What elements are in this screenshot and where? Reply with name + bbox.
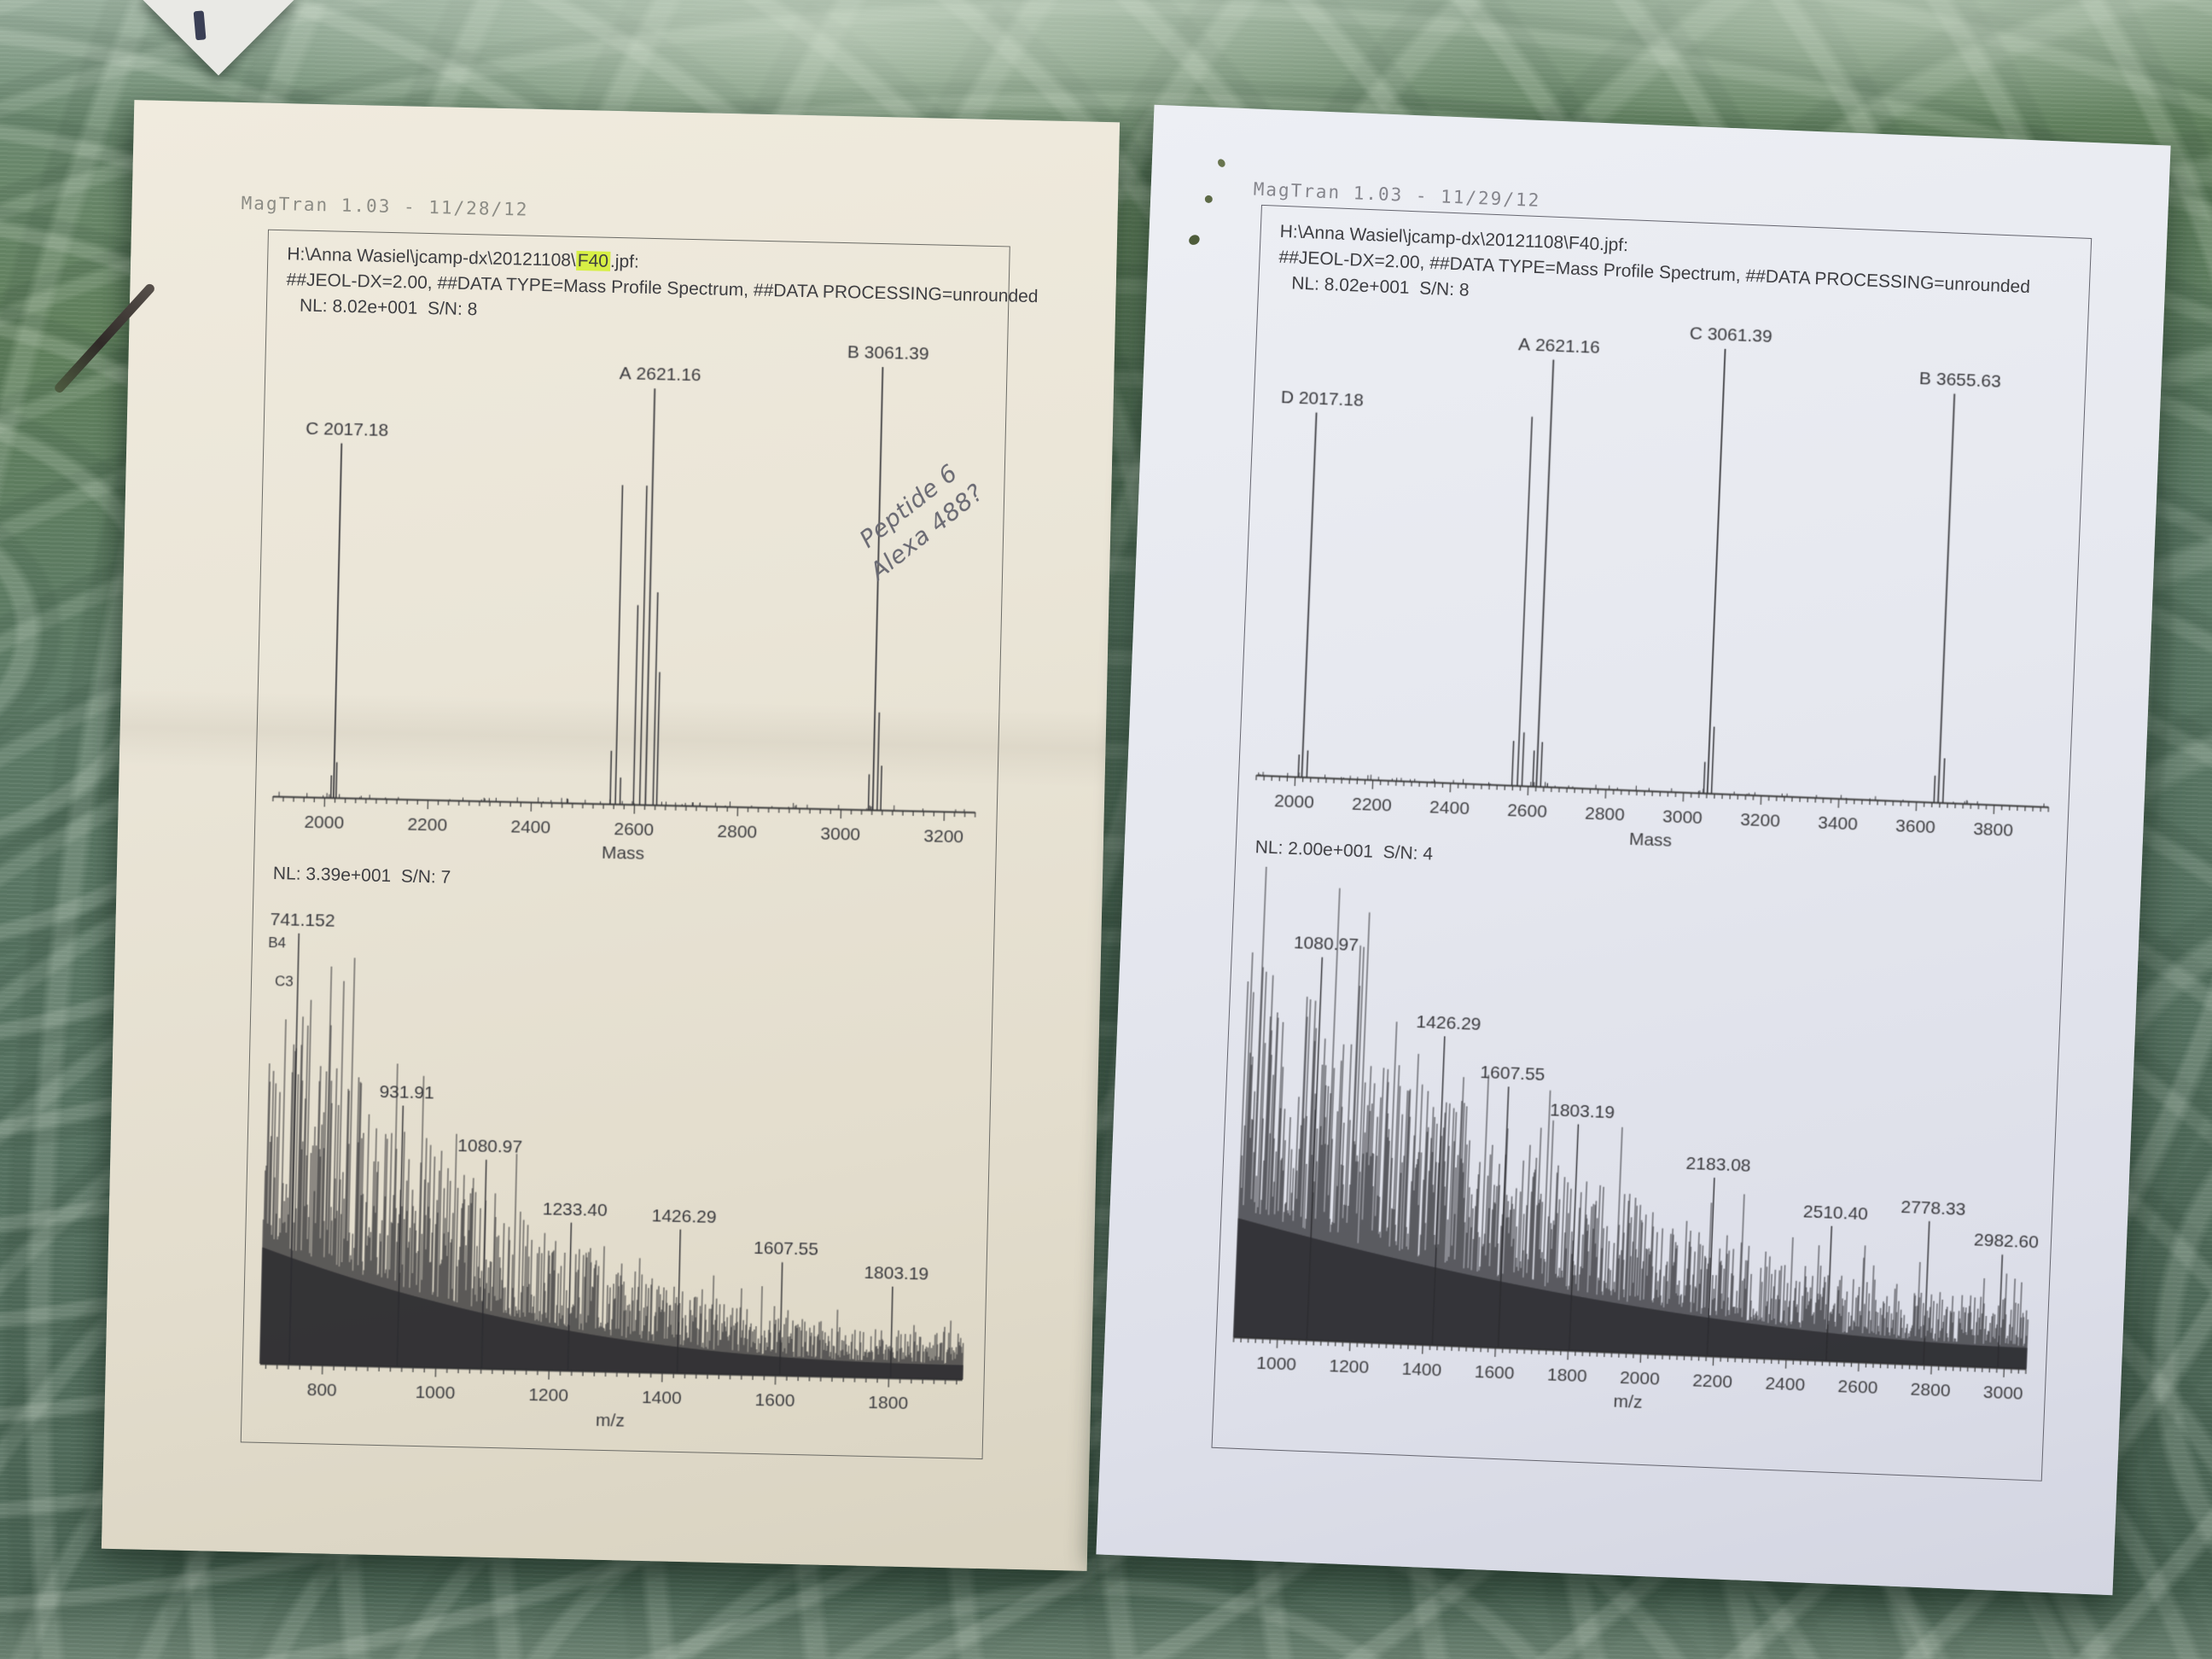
stray-paper-mark (193, 10, 207, 41)
left-bottom-mz-spectrum (246, 892, 986, 1455)
left-file-path: H:\Anna Wasiel\jcamp-dx\20121108\F40.jpf… (287, 244, 639, 272)
tablecloth-fold-highlight (0, 0, 2212, 119)
right-bottom-mz-spectrum (1219, 865, 2058, 1445)
left-nl-bottom: NL: 3.39e+001 S/N: 7 (272, 864, 451, 888)
left-file-path-suffix: .jpf: (609, 251, 640, 272)
paperclip (52, 282, 157, 395)
left-file-name-highlighted: F40 (575, 250, 611, 271)
left-top-mass-spectrum (259, 323, 998, 876)
left-magtran-header: MagTran 1.03 - 11/28/12 (241, 192, 529, 220)
tablecloth-bottom-sheen (0, 1591, 2212, 1659)
left-data-box: H:\Anna Wasiel\jcamp-dx\20121108\F40.jpf… (240, 229, 1039, 1460)
right-page: MagTran 1.03 - 11/29/12 H:\Anna Wasiel\j… (1096, 104, 2171, 1596)
right-nl-top: NL: 8.02e+001 S/N: 8 (1290, 273, 1470, 300)
right-top-mass-spectrum (1242, 301, 2080, 871)
right-data-box: H:\Anna Wasiel\jcamp-dx\20121108\F40.jpf… (1211, 204, 2093, 1481)
left-nl-top: NL: 8.02e+001 S/N: 8 (299, 295, 478, 320)
left-page: MagTran 1.03 - 11/28/12 H:\Anna Wasiel\j… (52, 100, 1121, 1571)
left-file-path-prefix: H:\Anna Wasiel\jcamp-dx\20121108\ (287, 244, 577, 271)
